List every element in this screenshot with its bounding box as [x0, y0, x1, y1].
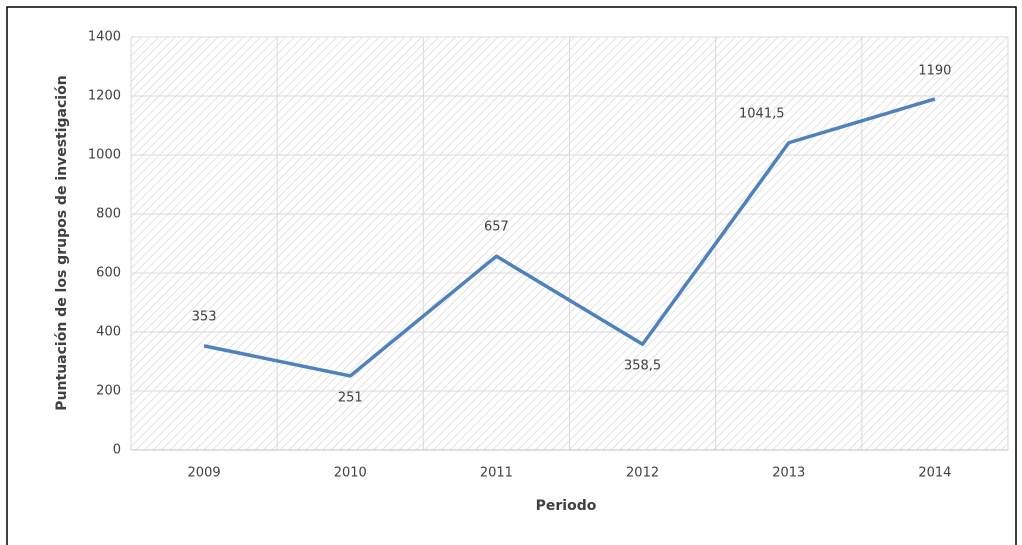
- y-tick-label: 1200: [88, 89, 121, 104]
- y-tick-label: 1400: [88, 30, 121, 45]
- chart-border: [6, 6, 1017, 545]
- y-tick-label: 800: [96, 207, 121, 222]
- x-tick-label: 2012: [626, 466, 659, 481]
- line: [203, 97, 936, 378]
- data-label: 657: [484, 220, 509, 235]
- y-tick-label: 600: [96, 266, 121, 281]
- y-tick-label: 1000: [88, 148, 121, 163]
- y-tick-label: 200: [96, 384, 121, 399]
- x-tick-label: 2010: [334, 466, 367, 481]
- y-tick-label: 400: [96, 325, 121, 340]
- data-label: 358,5: [624, 359, 661, 374]
- y-tick-label: 0: [113, 443, 121, 458]
- data-label: 1190: [918, 63, 951, 78]
- x-tick-label: 2011: [480, 466, 513, 481]
- data-label: 251: [338, 390, 363, 405]
- data-label: 1041,5: [739, 106, 785, 121]
- x-tick-label: 2013: [772, 466, 805, 481]
- x-axis-title: Periodo: [536, 498, 597, 514]
- y-axis-title: Puntuación de los grupos de investigació…: [54, 75, 70, 410]
- data-label: 353: [192, 309, 217, 324]
- x-tick-label: 2014: [918, 466, 951, 481]
- x-tick-label: 2009: [188, 466, 221, 481]
